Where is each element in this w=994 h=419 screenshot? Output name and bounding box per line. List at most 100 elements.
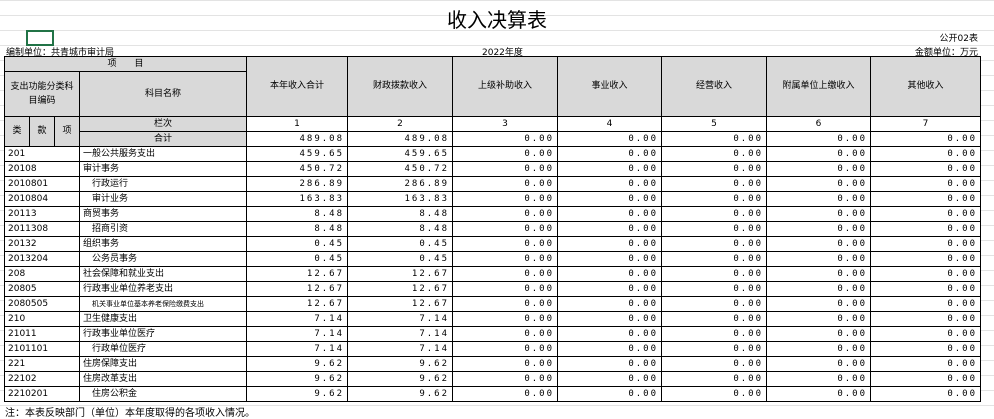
amount: 450.72 xyxy=(246,161,348,177)
amount: 0.00 xyxy=(870,221,981,237)
amount: 0.00 xyxy=(766,371,871,387)
subject-name: 审计业务 xyxy=(79,191,247,207)
header-row: 支出功能分类科目编码 科目名称 xyxy=(4,71,981,117)
amount: 7.14 xyxy=(246,341,348,357)
data-row: 2210201 住房公积金 9.62 9.62 0.00 0.00 0.00 0.00 0.00 xyxy=(4,386,981,402)
amount: 0.00 xyxy=(452,281,558,297)
amount: 0.00 xyxy=(452,356,558,372)
amount: 0.00 xyxy=(557,176,662,192)
amount: 0.00 xyxy=(557,311,662,327)
amount: 7.14 xyxy=(246,311,348,327)
amount: 8.48 xyxy=(347,221,453,237)
subject-code: 2210201 xyxy=(4,386,80,402)
total-value: 0.00 xyxy=(766,131,871,147)
amount: 9.62 xyxy=(347,356,453,372)
subject-code: 2010804 xyxy=(4,191,80,207)
amount: 0.00 xyxy=(766,296,871,312)
amount: 0.00 xyxy=(557,341,662,357)
amount: 0.00 xyxy=(870,386,981,402)
cell-selection xyxy=(26,30,54,46)
subject-name: 住房公积金 xyxy=(79,386,247,402)
amount: 0.00 xyxy=(870,236,981,252)
subject-code: 20113 xyxy=(4,206,80,222)
column-number-label: 栏次 xyxy=(79,116,247,132)
amount: 0.00 xyxy=(452,146,558,162)
column-header: 经营收入 xyxy=(661,56,767,117)
amount: 0.00 xyxy=(557,371,662,387)
amount: 0.00 xyxy=(452,206,558,222)
data-row: 2011308 招商引资 8.48 8.48 0.00 0.00 0.00 0.00 0.00 xyxy=(4,221,981,237)
column-number: 1 xyxy=(246,116,348,132)
data-row: 20113 商贸事务 8.48 8.48 0.00 0.00 0.00 0.00 0.00 xyxy=(4,206,981,222)
subject-code: 2013204 xyxy=(4,251,80,267)
amount: 0.00 xyxy=(766,386,871,402)
data-row: 20108 审计事务 450.72 450.72 0.00 0.00 0.00 0.00 0.0… xyxy=(4,161,981,177)
total-label: 合计 xyxy=(79,131,247,147)
amount: 0.00 xyxy=(661,251,767,267)
amount: 0.00 xyxy=(557,386,662,402)
amount: 0.00 xyxy=(557,146,662,162)
amount: 0.00 xyxy=(661,386,767,402)
amount: 0.00 xyxy=(870,161,981,177)
amount: 0.00 xyxy=(557,251,662,267)
amount: 0.00 xyxy=(870,281,981,297)
subject-name: 机关事业单位基本养老保险缴费支出 xyxy=(79,296,247,312)
subject-code: 22102 xyxy=(4,371,80,387)
subject-name: 卫生健康支出 xyxy=(79,311,247,327)
amount: 0.00 xyxy=(452,236,558,252)
amount: 0.00 xyxy=(766,191,871,207)
amount: 9.62 xyxy=(246,386,348,402)
amount: 0.00 xyxy=(661,236,767,252)
subject-name: 住房改革支出 xyxy=(79,371,247,387)
data-row: 2010804 审计业务 163.83 163.83 0.00 0.00 0.00 0.00 0… xyxy=(4,191,981,207)
data-row: 2010801 行政运行 286.89 286.89 0.00 0.00 0.00 0.00 0… xyxy=(4,176,981,192)
total-value: 0.00 xyxy=(661,131,767,147)
amount: 0.00 xyxy=(452,266,558,282)
amount: 0.45 xyxy=(347,251,453,267)
amount: 0.00 xyxy=(661,161,767,177)
total-row: 合计 489.08 489.08 0.00 0.00 0.00 0.00 0.00 xyxy=(5,131,981,147)
amount: 0.00 xyxy=(661,221,767,237)
amount: 0.00 xyxy=(452,296,558,312)
amount: 0.00 xyxy=(870,266,981,282)
subject-code: 208 xyxy=(4,266,80,282)
amount: 0.00 xyxy=(766,206,871,222)
amount: 0.00 xyxy=(557,296,662,312)
amount: 0.00 xyxy=(766,146,871,162)
amount: 0.00 xyxy=(661,296,767,312)
amount: 0.00 xyxy=(661,146,767,162)
amount: 0.00 xyxy=(452,326,558,342)
code-level: 类 xyxy=(4,116,30,147)
amount: 0.00 xyxy=(870,176,981,192)
subject-code: 2101101 xyxy=(4,341,80,357)
amount: 0.00 xyxy=(452,371,558,387)
subject-code: 21011 xyxy=(4,326,80,342)
name-header: 科目名称 xyxy=(79,71,247,117)
amount: 0.45 xyxy=(347,236,453,252)
amount: 0.00 xyxy=(870,326,981,342)
subject-name: 行政单位医疗 xyxy=(79,341,247,357)
code-level: 项 xyxy=(54,116,80,147)
data-row: 22102 住房改革支出 9.62 9.62 0.00 0.00 0.00 0.00 0.00 xyxy=(4,371,981,387)
column-number: 5 xyxy=(661,116,767,132)
column-header: 财政拨款收入 xyxy=(347,56,453,117)
amount: 0.00 xyxy=(452,161,558,177)
column-header: 上级补助收入 xyxy=(452,56,558,117)
data-row: 2013204 公务员事务 0.45 0.45 0.00 0.00 0.00 0.00 0.00 xyxy=(4,251,981,267)
subject-code: 2011308 xyxy=(4,221,80,237)
amount: 0.00 xyxy=(870,356,981,372)
amount: 0.00 xyxy=(661,311,767,327)
amount: 0.00 xyxy=(661,356,767,372)
amount: 0.00 xyxy=(452,311,558,327)
data-row: 20805 行政事业单位养老支出 12.67 12.67 0.00 0.00 0.00 0.0… xyxy=(4,281,981,297)
subject-name: 商贸事务 xyxy=(79,206,247,222)
amount: 0.00 xyxy=(557,221,662,237)
amount: 0.00 xyxy=(870,146,981,162)
column-number: 7 xyxy=(870,116,981,132)
column-header: 事业收入 xyxy=(557,56,662,117)
amount: 0.00 xyxy=(870,206,981,222)
amount: 0.00 xyxy=(661,281,767,297)
amount: 9.62 xyxy=(246,356,348,372)
column-number: 2 xyxy=(347,116,453,132)
subject-code: 210 xyxy=(4,311,80,327)
